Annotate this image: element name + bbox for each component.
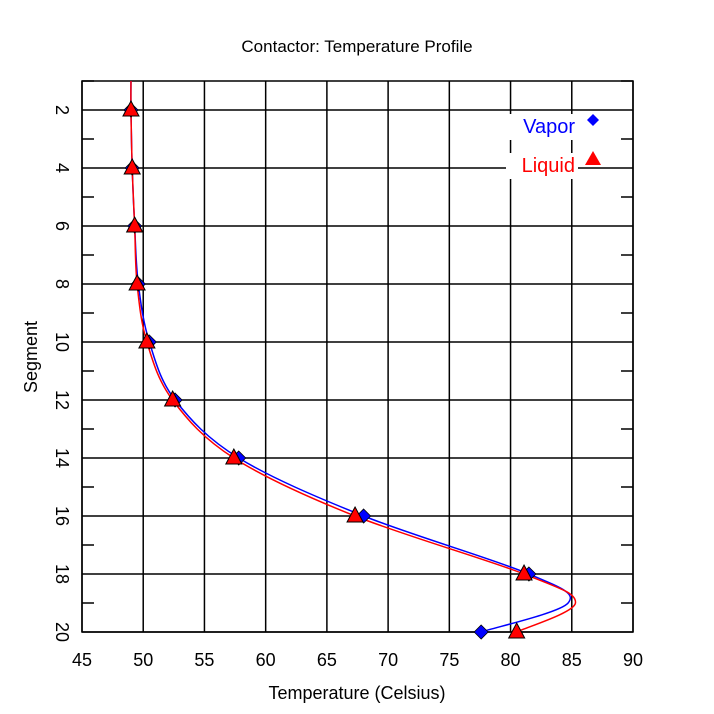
vapor-marker xyxy=(473,624,489,640)
chart-title: Contactor: Temperature Profile xyxy=(241,37,472,56)
x-tick-label: 75 xyxy=(439,650,459,670)
y-tick-label: 10 xyxy=(52,332,72,352)
y-tick-label: 2 xyxy=(52,105,72,115)
legend: Vapor Liquid xyxy=(506,114,601,179)
legend-label-liquid: Liquid xyxy=(522,155,575,177)
x-tick-label: 60 xyxy=(256,650,276,670)
legend-bg xyxy=(506,114,578,140)
legend-label-vapor: Vapor xyxy=(523,116,575,138)
x-tick-label: 80 xyxy=(501,650,521,670)
vapor-line xyxy=(130,80,571,633)
legend-bg xyxy=(506,153,578,179)
y-tick-label: 8 xyxy=(52,279,72,289)
liquid-marker xyxy=(507,621,526,639)
x-axis-label: Temperature (Celsius) xyxy=(268,683,445,703)
y-tick-label: 12 xyxy=(52,390,72,410)
liquid-marker xyxy=(125,215,144,233)
y-tick-label: 6 xyxy=(52,221,72,231)
liquid-marker xyxy=(515,563,533,581)
y-tick-label: 16 xyxy=(52,506,72,526)
legend-diamond-icon xyxy=(587,114,599,126)
liquid-marker xyxy=(122,99,140,117)
plot-frame xyxy=(81,80,634,633)
liquid-marker xyxy=(128,273,146,291)
x-tick-label: 85 xyxy=(562,650,582,670)
liquid-marker xyxy=(138,331,156,349)
legend-triangle-icon xyxy=(585,151,601,165)
y-tick-label: 4 xyxy=(52,163,72,173)
x-tick-label: 65 xyxy=(317,650,337,670)
liquid-marker xyxy=(123,157,142,175)
x-tick-label: 45 xyxy=(72,650,92,670)
liquid-marker xyxy=(224,447,243,465)
y-tick-label: 20 xyxy=(52,622,72,642)
liquid-marker xyxy=(346,505,364,523)
y-tick-label: 18 xyxy=(52,564,72,584)
liquid-marker xyxy=(163,389,182,407)
axis-ticks: 45 50 55 60 65 70 75 80 85 90 2 4 6 8 10 12 14 16 18 20 xyxy=(52,80,643,670)
y-axis-label: Segment xyxy=(21,321,41,393)
x-tick-label: 90 xyxy=(623,650,643,670)
x-tick-label: 55 xyxy=(194,650,214,670)
y-tick-label: 14 xyxy=(52,448,72,468)
x-tick-label: 50 xyxy=(133,650,153,670)
series-layer xyxy=(122,80,577,640)
x-tick-label: 70 xyxy=(378,650,398,670)
